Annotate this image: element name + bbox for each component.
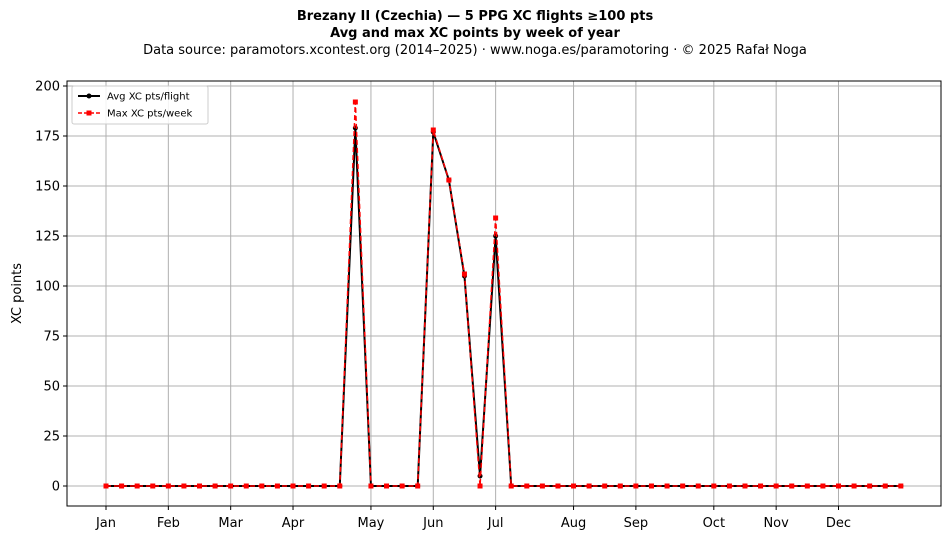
- y-tick-label: 25: [43, 430, 60, 445]
- data-point-max: [633, 483, 639, 489]
- data-point-max: [321, 483, 327, 489]
- y-tick-label: 150: [35, 180, 60, 195]
- y-tick-label: 75: [43, 330, 60, 345]
- data-point-max: [352, 99, 358, 105]
- series-line-avg: [106, 127, 901, 487]
- x-tick-label: Jun: [422, 516, 443, 531]
- data-point-max: [103, 483, 109, 489]
- data-point-max: [212, 483, 218, 489]
- data-point-max: [835, 483, 841, 489]
- y-tick-label: 125: [35, 230, 60, 245]
- data-point-max: [571, 483, 577, 489]
- data-point-max: [898, 483, 904, 489]
- data-point-max: [415, 483, 421, 489]
- x-tick-label: Aug: [561, 516, 586, 531]
- data-point-max: [306, 483, 312, 489]
- data-point-max: [197, 483, 203, 489]
- data-point-max: [648, 483, 654, 489]
- data-point-max: [274, 483, 280, 489]
- data-point-max: [524, 483, 530, 489]
- legend-marker-avg: [86, 93, 92, 99]
- data-point-max: [243, 483, 249, 489]
- data-point-max: [617, 483, 623, 489]
- x-tick-label: Jul: [487, 516, 504, 531]
- x-tick-label: Apr: [282, 516, 305, 531]
- data-point-max: [773, 483, 779, 489]
- x-tick-label: May: [357, 516, 384, 531]
- data-point-max: [337, 483, 343, 489]
- x-tick-label: Dec: [826, 516, 851, 531]
- data-point-max: [259, 483, 265, 489]
- data-point-max: [446, 177, 452, 183]
- plot-frame: [66, 80, 942, 507]
- x-tick-label: Oct: [703, 516, 725, 531]
- data-point-max: [851, 483, 857, 489]
- data-point-max: [680, 483, 686, 489]
- data-point-max: [493, 215, 499, 221]
- data-point-max: [555, 483, 561, 489]
- data-point-max: [882, 483, 888, 489]
- data-point-max: [602, 483, 608, 489]
- data-point-max: [539, 483, 545, 489]
- x-tick-label: Mar: [218, 516, 243, 531]
- data-point-max: [228, 483, 234, 489]
- data-point-max: [150, 483, 156, 489]
- y-tick-label: 175: [35, 130, 60, 145]
- data-point-max: [165, 483, 171, 489]
- y-tick-label: 0: [52, 480, 60, 495]
- data-point-max: [726, 483, 732, 489]
- x-tick-label: Jan: [95, 516, 116, 531]
- y-axis-label: XC points: [10, 263, 25, 324]
- legend-box: [71, 85, 209, 125]
- data-point-max: [804, 483, 810, 489]
- chart-subtitle: Avg and max XC points by week of year: [330, 26, 620, 41]
- data-point-max: [664, 483, 670, 489]
- chart-title-block: Brezany II (Czechia) — 5 PPG XC flights …: [0, 8, 950, 59]
- legend-marker-max: [86, 110, 92, 116]
- data-point-max: [742, 483, 748, 489]
- data-point-max: [586, 483, 592, 489]
- data-point-max: [399, 483, 405, 489]
- legend-label-max: Max XC pts/week: [107, 109, 192, 120]
- data-point-max: [290, 483, 296, 489]
- y-tick-label: 100: [35, 280, 60, 295]
- series-line-max: [106, 101, 901, 487]
- data-point-max: [867, 483, 873, 489]
- x-tick-label: Feb: [157, 516, 180, 531]
- data-point-max: [820, 483, 826, 489]
- x-tick-label: Nov: [763, 516, 789, 531]
- data-point-max: [368, 483, 374, 489]
- y-tick-label: 200: [35, 80, 60, 95]
- x-tick-label: Sep: [624, 516, 649, 531]
- data-point-max: [119, 483, 125, 489]
- chart-source: Data source: paramotors.xcontest.org (20…: [143, 43, 807, 58]
- data-point-max: [508, 483, 514, 489]
- data-point-max: [477, 483, 483, 489]
- data-point-max: [461, 271, 467, 277]
- data-point-max: [134, 483, 140, 489]
- y-tick-label: 50: [43, 380, 60, 395]
- data-point-max: [789, 483, 795, 489]
- data-point-max: [384, 483, 390, 489]
- data-point-max: [711, 483, 717, 489]
- data-point-max: [430, 127, 436, 133]
- data-point-max: [758, 483, 764, 489]
- chart-title: Brezany II (Czechia) — 5 PPG XC flights …: [296, 9, 654, 24]
- legend-label-avg: Avg XC pts/flight: [107, 92, 190, 103]
- data-point-max: [695, 483, 701, 489]
- data-point-max: [181, 483, 187, 489]
